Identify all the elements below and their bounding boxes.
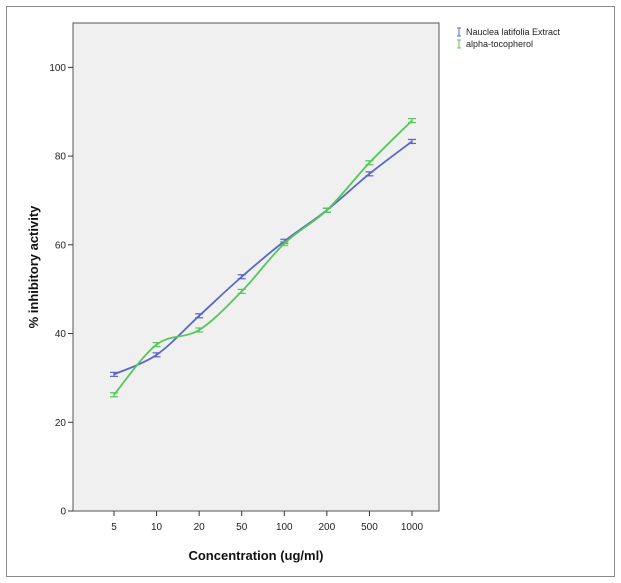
data-point — [408, 138, 416, 145]
legend-marker — [457, 39, 461, 49]
data-point — [365, 171, 374, 177]
data-point — [195, 313, 204, 319]
data-point — [408, 117, 416, 124]
data-point — [322, 207, 331, 213]
y-axis-title: % inhibitory activity — [26, 205, 41, 329]
plot-area — [72, 22, 440, 512]
y-tick-label: 0 — [60, 507, 66, 518]
data-point — [365, 160, 374, 166]
x-tick-label: 200 — [319, 522, 336, 533]
data-point — [280, 240, 289, 247]
y-tick-label: 20 — [55, 418, 67, 429]
y-tick-label: 100 — [49, 63, 66, 74]
data-point — [152, 352, 161, 358]
y-tick-label: 40 — [55, 329, 67, 340]
x-tick-label: 1000 — [401, 522, 424, 533]
series-line — [113, 140, 413, 376]
legend-label: Nauclea latifolia Extract — [466, 27, 561, 37]
x-tick-label: 10 — [151, 522, 163, 533]
data-point — [110, 392, 118, 398]
y-tick-label: 60 — [55, 240, 67, 251]
y-tick-label: 80 — [55, 152, 67, 163]
x-tick-label: 100 — [276, 522, 293, 533]
legend: Nauclea latifolia Extract alpha-tocophero… — [457, 27, 561, 49]
x-tick-label: 5 — [111, 522, 117, 533]
x-tick-label: 20 — [194, 522, 206, 533]
x-axis-title: Concentration (ug/ml) — [188, 548, 323, 563]
data-point — [237, 288, 246, 294]
data-point — [110, 371, 118, 377]
axes: 0 20 40 60 80 100 5 10 20 50 100 200 500 1000 — [49, 63, 423, 533]
data-point — [237, 274, 246, 280]
legend-marker — [457, 27, 461, 37]
data-point — [152, 342, 161, 348]
x-tick-label: 50 — [236, 522, 248, 533]
series-group — [110, 117, 416, 398]
x-tick-label: 500 — [361, 522, 378, 533]
legend-label: alpha-tocopherol — [466, 39, 533, 49]
data-point — [195, 327, 204, 333]
